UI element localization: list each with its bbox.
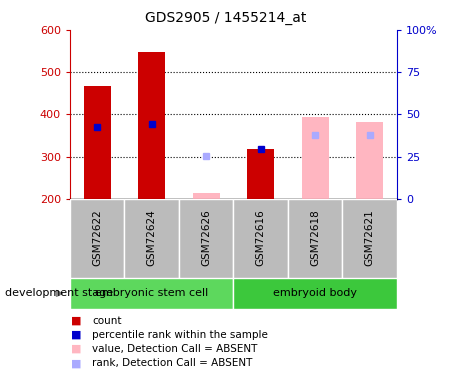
Bar — [124, 199, 179, 278]
Text: value, Detection Call = ABSENT: value, Detection Call = ABSENT — [92, 344, 258, 354]
Bar — [138, 51, 165, 199]
Bar — [356, 122, 383, 199]
Bar — [234, 199, 288, 278]
Text: embryoid body: embryoid body — [273, 288, 357, 298]
Bar — [70, 278, 234, 309]
Text: percentile rank within the sample: percentile rank within the sample — [92, 330, 268, 340]
Text: count: count — [92, 316, 122, 326]
Text: GSM72626: GSM72626 — [201, 210, 211, 267]
Text: embryonic stem cell: embryonic stem cell — [95, 288, 208, 298]
Bar — [288, 199, 342, 278]
Bar — [70, 199, 124, 278]
Bar — [193, 193, 220, 199]
Text: GSM72624: GSM72624 — [147, 210, 156, 267]
Text: ■: ■ — [71, 358, 82, 368]
Text: development stage: development stage — [5, 288, 113, 298]
Bar — [179, 199, 234, 278]
Bar — [83, 86, 111, 199]
Text: ■: ■ — [71, 330, 82, 340]
Text: GSM72616: GSM72616 — [256, 210, 266, 267]
Text: GSM72618: GSM72618 — [310, 210, 320, 267]
Bar — [234, 278, 397, 309]
Text: ■: ■ — [71, 344, 82, 354]
Bar — [302, 117, 329, 199]
Bar — [342, 199, 397, 278]
Text: rank, Detection Call = ABSENT: rank, Detection Call = ABSENT — [92, 358, 253, 368]
Text: GSM72622: GSM72622 — [92, 210, 102, 267]
Text: GDS2905 / 1455214_at: GDS2905 / 1455214_at — [145, 11, 306, 25]
Bar — [247, 149, 274, 199]
Text: GSM72621: GSM72621 — [364, 210, 375, 267]
Text: ■: ■ — [71, 316, 82, 326]
